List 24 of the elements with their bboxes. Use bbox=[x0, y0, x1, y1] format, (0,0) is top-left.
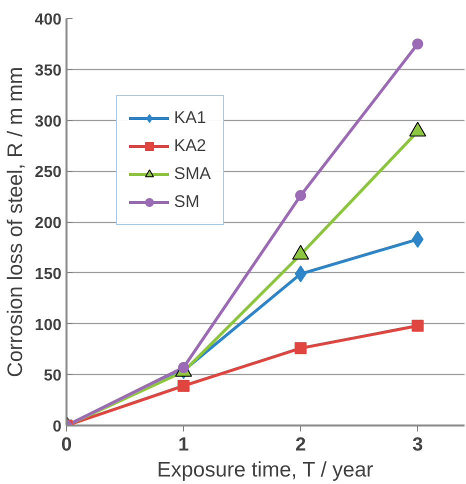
point bbox=[412, 230, 424, 248]
legend-label: SM bbox=[174, 192, 200, 212]
legend-label: SMA bbox=[174, 164, 211, 184]
point bbox=[412, 320, 424, 332]
y-tick-label: 300 bbox=[34, 113, 62, 130]
point bbox=[295, 190, 306, 202]
y-tick-label: 250 bbox=[34, 164, 62, 182]
point bbox=[178, 380, 190, 392]
point bbox=[294, 342, 307, 354]
y-axis-title: Corrosion loss of steel, R / m mm bbox=[4, 66, 27, 378]
y-tick-label: 100 bbox=[34, 316, 62, 334]
x-axis-title: Exposure time, T / year bbox=[156, 458, 374, 482]
y-tick-label: 150 bbox=[34, 266, 62, 283]
y-tick-label: 350 bbox=[34, 62, 62, 80]
x-tick-label: 2 bbox=[295, 434, 306, 456]
point bbox=[412, 38, 424, 50]
y-tick-label: 50 bbox=[44, 368, 62, 385]
y-tick-label: 200 bbox=[34, 215, 62, 232]
x-tick-label: 3 bbox=[412, 434, 423, 456]
y-tick-label: 0 bbox=[52, 418, 62, 436]
y-tick-label: 400 bbox=[34, 12, 62, 28]
legend-label: KA1 bbox=[174, 108, 206, 128]
legend-label: KA2 bbox=[174, 136, 206, 156]
x-tick-label: 1 bbox=[178, 434, 190, 456]
